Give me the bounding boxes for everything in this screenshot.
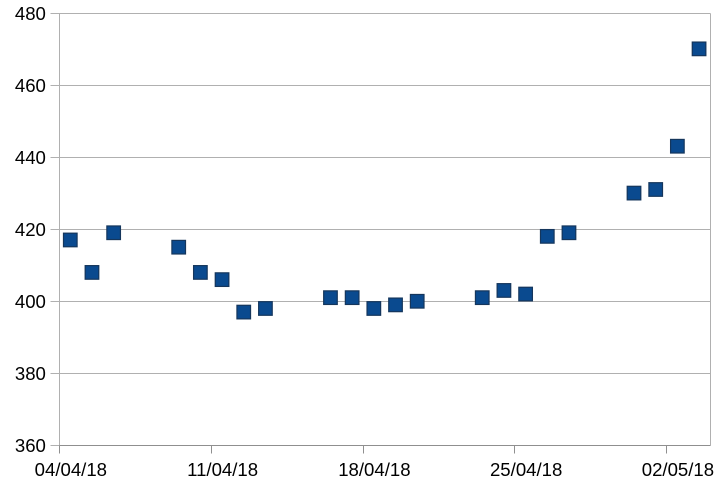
svg-text:02/05/18: 02/05/18	[642, 459, 714, 480]
svg-text:360: 360	[15, 435, 46, 456]
svg-text:420: 420	[15, 219, 46, 240]
svg-text:400: 400	[15, 291, 46, 312]
svg-text:11/04/18: 11/04/18	[187, 459, 258, 480]
svg-text:480: 480	[15, 3, 46, 24]
svg-text:25/04/18: 25/04/18	[490, 459, 562, 480]
svg-text:18/04/18: 18/04/18	[338, 459, 410, 480]
svg-text:440: 440	[15, 147, 46, 168]
svg-text:460: 460	[15, 75, 46, 96]
svg-text:380: 380	[15, 363, 46, 384]
svg-text:04/04/18: 04/04/18	[35, 459, 107, 480]
